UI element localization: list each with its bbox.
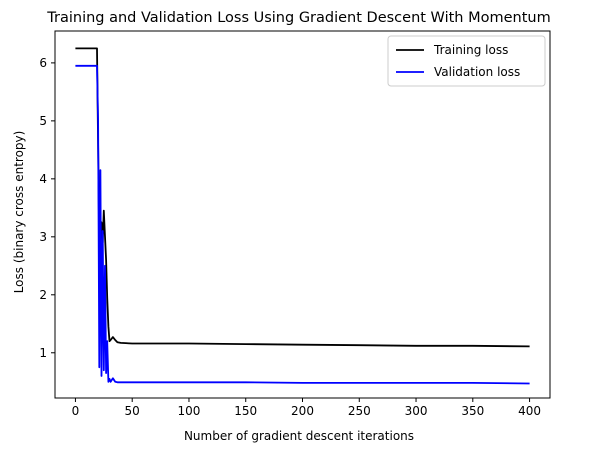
series-line-validation-loss (75, 64, 530, 385)
x-tick-label: 0 (72, 404, 80, 418)
x-tick-label: 50 (125, 404, 140, 418)
x-tick-label: 150 (234, 404, 257, 418)
x-tick-label: 300 (405, 404, 428, 418)
legend-box (387, 35, 546, 87)
y-tick-label: 6 (39, 56, 47, 70)
x-tick-label: 400 (518, 404, 541, 418)
x-axis-label: Number of gradient descent iterations (184, 429, 414, 443)
x-tick-label: 250 (348, 404, 371, 418)
x-tick-label: 100 (178, 404, 201, 418)
x-tick-label: 350 (461, 404, 484, 418)
legend: Training loss Validation loss (387, 35, 546, 87)
y-tick-label: 2 (39, 288, 47, 302)
y-tick-label: 1 (39, 346, 47, 360)
plot-area: 0 50 100 150 200 250 300 350 400 1 2 3 4 5 6 (39, 30, 551, 418)
y-tick-label: 3 (39, 230, 47, 244)
legend-label: Validation loss (434, 65, 520, 79)
y-axis-label: Loss (binary cross entropy) (12, 131, 26, 294)
series-line-training-loss (75, 47, 530, 348)
chart-title: Training and Validation Loss Using Gradi… (46, 10, 550, 26)
y-tick-label: 4 (39, 172, 47, 186)
y-tick-label: 5 (39, 114, 47, 128)
legend-label: Training loss (433, 43, 508, 57)
x-tick-label: 200 (291, 404, 314, 418)
